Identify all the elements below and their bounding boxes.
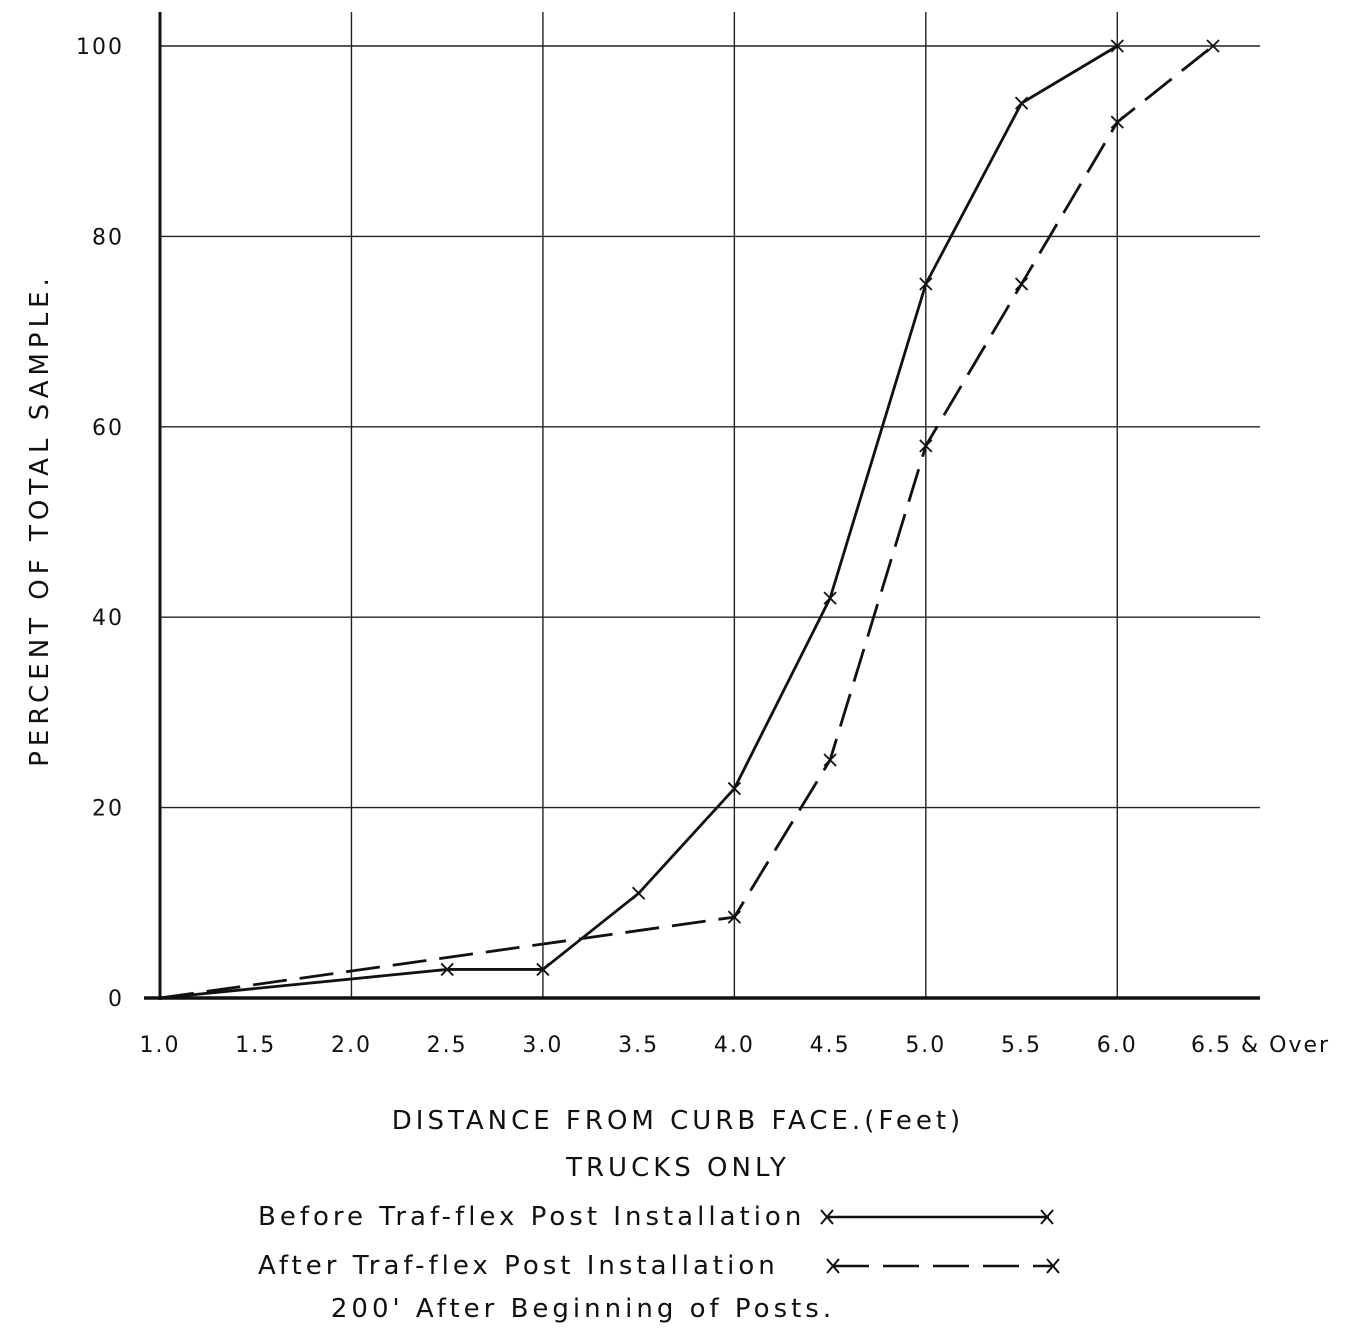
data-point-marker <box>1110 39 1124 53</box>
data-point-marker <box>631 886 646 900</box>
legend-item-after: After Traf-flex Post Installation <box>258 1249 1065 1283</box>
chart-subtitle: TRUCKS ONLY <box>566 1153 790 1183</box>
y-tick-label: 0 <box>108 987 124 1012</box>
x-tick-label: 4.5 <box>810 1033 851 1058</box>
x-tick-label: 6.5 & Over <box>1191 1033 1330 1058</box>
data-point-marker <box>440 962 454 977</box>
x-tick-label: 5.0 <box>905 1033 946 1058</box>
series-before <box>159 39 1124 1000</box>
x-tick-label: 3.5 <box>618 1033 659 1058</box>
legend-item-before: Before Traf-flex Post Installation <box>258 1200 1059 1234</box>
y-tick-label: 80 <box>92 225 124 250</box>
data-point-marker <box>1014 96 1029 110</box>
data-point-marker <box>536 962 550 977</box>
x-tick-label: 2.0 <box>331 1033 372 1058</box>
series-layer <box>159 39 1220 1000</box>
y-axis-label: PERCENT OF TOTAL SAMPLE. <box>25 273 55 767</box>
data-point-marker <box>919 439 933 453</box>
y-tick-label: 40 <box>92 606 124 631</box>
axes <box>144 12 1260 1000</box>
x-tick-label: 1.0 <box>140 1033 181 1058</box>
data-point-marker <box>1014 277 1029 291</box>
x-tick-label: 2.5 <box>427 1033 468 1058</box>
data-point-marker <box>727 781 742 796</box>
data-point-marker <box>919 277 933 291</box>
data-point-marker <box>1110 115 1124 129</box>
chart-note: 200' After Beginning of Posts. <box>330 1294 836 1324</box>
series-line <box>159 44 1214 1000</box>
x-tick-label: 1.5 <box>235 1033 276 1058</box>
series-after <box>159 39 1220 1000</box>
legend-label-after: After Traf-flex Post Installation <box>258 1251 779 1281</box>
legend-solid-line-icon <box>820 1209 1055 1225</box>
data-point-marker <box>823 753 837 767</box>
y-tick-label: 60 <box>92 416 124 441</box>
data-point-marker <box>727 910 742 924</box>
x-axis-label: DISTANCE FROM CURB FACE.(Feet) <box>391 1106 965 1136</box>
x-tick-label: 4.0 <box>714 1033 755 1058</box>
legend-label-before: Before Traf-flex Post Installation <box>258 1202 806 1232</box>
tick-labels: 1.0 1.5 2.0 2.5 3.0 3.5 4.0 4.5 5.0 5.5 6.0 6.5 & O… <box>76 35 1330 1058</box>
grid <box>160 12 1260 998</box>
legend-dashed-line-icon <box>825 1258 1060 1274</box>
y-tick-label: 100 <box>76 35 124 60</box>
x-tick-label: 5.5 <box>1001 1033 1042 1058</box>
chart: 1.0 1.5 2.0 2.5 3.0 3.5 4.0 4.5 5.0 5.5 6.0 6.5 & O… <box>25 12 1330 1058</box>
y-tick-label: 20 <box>92 797 124 822</box>
x-tick-label: 3.0 <box>522 1033 563 1058</box>
data-point-marker <box>1206 39 1220 53</box>
data-point-marker <box>823 591 837 605</box>
series-line <box>159 44 1118 1000</box>
x-tick-label: 6.0 <box>1097 1033 1138 1058</box>
